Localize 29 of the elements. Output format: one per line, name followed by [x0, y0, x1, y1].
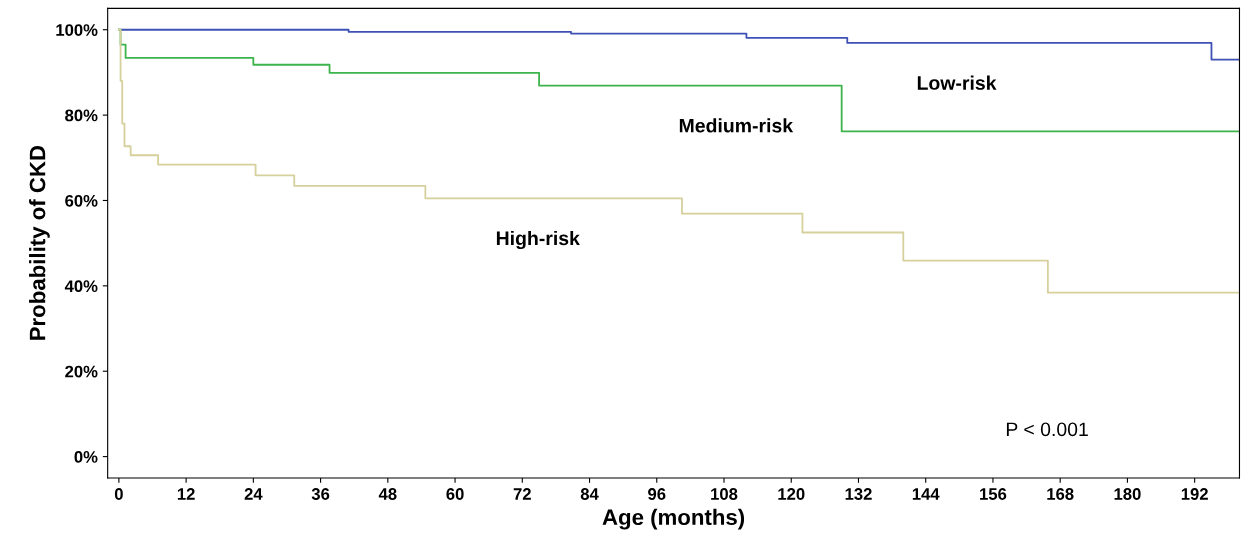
x-tick-label: 192 [1181, 488, 1208, 500]
x-tick-label: 12 [177, 488, 195, 500]
y-tick-label: 40% [64, 280, 98, 293]
y-tick-label: 0% [74, 451, 98, 463]
annotation: P < 0.001 [1006, 422, 1088, 437]
x-tick-label: 168 [1047, 488, 1074, 500]
x-tick-label: 84 [580, 488, 599, 500]
x-tick-label: 132 [845, 488, 872, 500]
x-tick-label: 24 [244, 488, 263, 500]
y-axis-title: Probability of CKD [29, 145, 50, 340]
y-tick-label: 80% [65, 109, 98, 122]
x-tick-label: 120 [778, 488, 805, 500]
x-axis-title: Age (months) [602, 508, 745, 530]
x-tick-label: 0 [114, 488, 123, 500]
x-tick-label: 156 [980, 488, 1007, 500]
y-tick-label: 100% [56, 24, 98, 36]
x-tick-label: 144 [912, 488, 940, 500]
x-tick-label: 72 [513, 488, 531, 500]
series-label: Low-risk [917, 75, 997, 90]
series-label: High-risk [496, 230, 580, 250]
x-tick-label: 180 [1114, 488, 1141, 500]
x-tick-label: 48 [378, 488, 397, 500]
y-tick-label: 60% [65, 194, 98, 207]
x-tick-label: 36 [311, 488, 330, 500]
x-tick-label: 108 [711, 488, 738, 500]
x-tick-label: 96 [648, 488, 666, 500]
y-tick-label: 20% [65, 365, 98, 378]
series-label: Medium-risk [679, 118, 794, 133]
x-tick-label: 60 [446, 488, 464, 500]
